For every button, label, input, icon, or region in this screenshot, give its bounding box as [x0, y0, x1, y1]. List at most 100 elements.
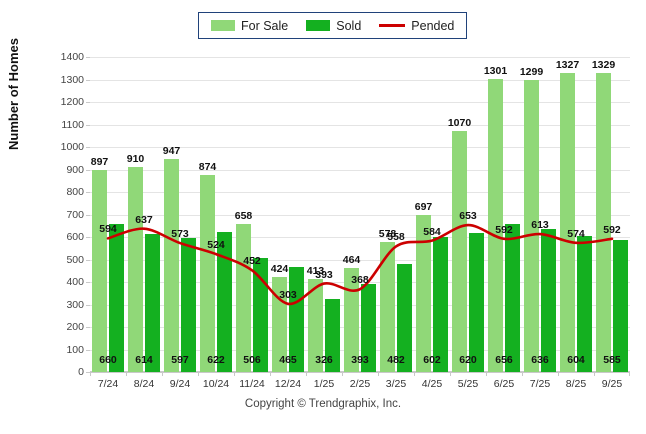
bar-label-sold: 393	[351, 354, 369, 366]
line-label-pended: 574	[567, 227, 585, 240]
bar-sold[interactable]	[144, 233, 161, 372]
y-axis-tick-label: 700	[66, 208, 84, 221]
y-axis-tick-label: 600	[66, 231, 84, 243]
y-axis-tick-label: 0	[78, 366, 84, 378]
bar-sold[interactable]	[468, 232, 485, 372]
y-axis-tick-mark	[86, 282, 90, 283]
bar-label-for-sale: 658	[234, 209, 253, 222]
bar-sold[interactable]	[432, 236, 449, 372]
x-axis-tick-label: 7/24	[97, 378, 119, 390]
bar-label-sold: 465	[279, 354, 297, 366]
legend-label-pended: Pended	[411, 18, 455, 33]
x-axis-tick-label: 8/25	[565, 378, 587, 390]
x-axis-tick-label: 1/25	[313, 378, 335, 390]
line-label-pended: 637	[135, 213, 153, 226]
x-axis-tick-mark	[198, 372, 199, 376]
line-label-pended: 592	[603, 223, 621, 236]
gridline	[90, 169, 630, 171]
y-axis-tick-label: 900	[66, 163, 84, 176]
bar-for-sale[interactable]	[127, 167, 144, 372]
y-axis-tick-label: 1100	[61, 118, 84, 131]
bar-sold[interactable]	[576, 236, 593, 372]
bar-label-sold: 506	[243, 354, 261, 366]
legend-item-for-sale: For Sale	[211, 19, 288, 33]
y-axis-title: Number of Homes	[6, 38, 21, 150]
bar-sold[interactable]	[216, 232, 233, 372]
line-label-pended: 573	[171, 228, 189, 241]
x-axis-tick-label: 10/24	[202, 378, 230, 390]
gridline	[90, 349, 630, 351]
bar-for-sale[interactable]	[235, 223, 252, 372]
x-axis-tick-label: 4/25	[421, 378, 443, 390]
bar-sold[interactable]	[540, 228, 557, 372]
x-axis-tick-label: 8/24	[133, 378, 155, 390]
gridline	[90, 327, 630, 328]
line-label-pended: 303	[279, 288, 297, 301]
y-axis-tick-mark	[86, 349, 90, 351]
for-sale-swatch-icon	[211, 20, 235, 31]
bar-for-sale[interactable]	[199, 175, 216, 372]
y-axis-tick-label: 1200	[60, 96, 84, 108]
bar-label-sold: 602	[423, 354, 441, 366]
sold-swatch-icon	[306, 20, 331, 31]
x-axis-tick-label: 6/25	[493, 378, 515, 390]
legend-label-for-sale: For Sale	[241, 18, 289, 33]
y-axis-tick-mark	[86, 124, 90, 126]
bar-label-sold: 620	[459, 354, 477, 366]
x-axis-tick-mark	[306, 372, 307, 376]
bar-label-sold: 660	[99, 354, 117, 366]
bar-label-for-sale: 947	[162, 144, 181, 157]
bar-label-for-sale: 1070	[447, 117, 472, 130]
gridline	[90, 102, 630, 103]
x-axis-tick-label: 11/24	[239, 378, 265, 390]
x-axis-tick-label: 9/24	[169, 378, 191, 390]
y-axis-tick-label: 1300	[60, 73, 84, 86]
y-axis-tick-label: 300	[66, 298, 84, 311]
gridline	[90, 214, 630, 216]
gridline	[90, 192, 630, 193]
bar-label-for-sale: 464	[342, 253, 361, 266]
x-axis-tick-mark	[450, 372, 451, 376]
y-axis-tick-mark	[86, 237, 90, 238]
bar-label-sold: 597	[171, 354, 189, 366]
bar-sold[interactable]	[108, 223, 125, 372]
bar-for-sale[interactable]	[559, 73, 576, 372]
bar-label-sold: 656	[495, 354, 513, 366]
x-axis-tick-label: 7/25	[529, 378, 551, 390]
bar-sold[interactable]	[360, 283, 377, 372]
bar-sold[interactable]	[324, 298, 341, 372]
legend-item-pended: Pended	[379, 19, 454, 33]
bar-for-sale[interactable]	[91, 170, 108, 372]
bar-for-sale[interactable]	[451, 131, 468, 372]
y-axis-tick-label: 100	[66, 343, 84, 356]
x-axis-line	[90, 371, 630, 372]
x-axis-tick-mark	[342, 372, 343, 376]
bar-sold[interactable]	[612, 240, 629, 372]
y-axis-tick-label: 1400	[60, 51, 84, 63]
y-axis-tick-mark	[86, 57, 90, 58]
line-label-pended: 558	[387, 231, 405, 244]
x-axis-tick-mark	[558, 372, 559, 376]
x-axis-tick-mark	[594, 372, 595, 376]
y-axis-tick-label: 800	[66, 186, 84, 198]
bar-for-sale[interactable]	[595, 72, 612, 372]
bar-label-sold: 604	[567, 354, 585, 366]
bar-for-sale[interactable]	[163, 158, 180, 372]
y-axis-tick-label: 500	[66, 253, 84, 266]
gridline	[90, 147, 630, 148]
bar-label-sold: 622	[207, 354, 225, 366]
gridline	[90, 372, 630, 373]
bar-sold[interactable]	[504, 224, 521, 372]
bar-for-sale[interactable]	[379, 241, 396, 372]
bar-for-sale[interactable]	[415, 215, 432, 372]
x-axis-tick-label: 9/25	[601, 378, 623, 390]
bar-label-sold: 482	[387, 354, 405, 366]
bar-label-sold: 326	[315, 354, 333, 366]
x-axis-tick-mark	[629, 372, 630, 376]
gridline	[90, 79, 630, 81]
y-axis-tick-mark	[86, 304, 90, 306]
line-label-pended: 613	[531, 219, 549, 232]
x-axis-tick-mark	[414, 372, 415, 376]
x-axis-tick-mark	[126, 372, 127, 376]
bar-sold[interactable]	[180, 237, 197, 372]
